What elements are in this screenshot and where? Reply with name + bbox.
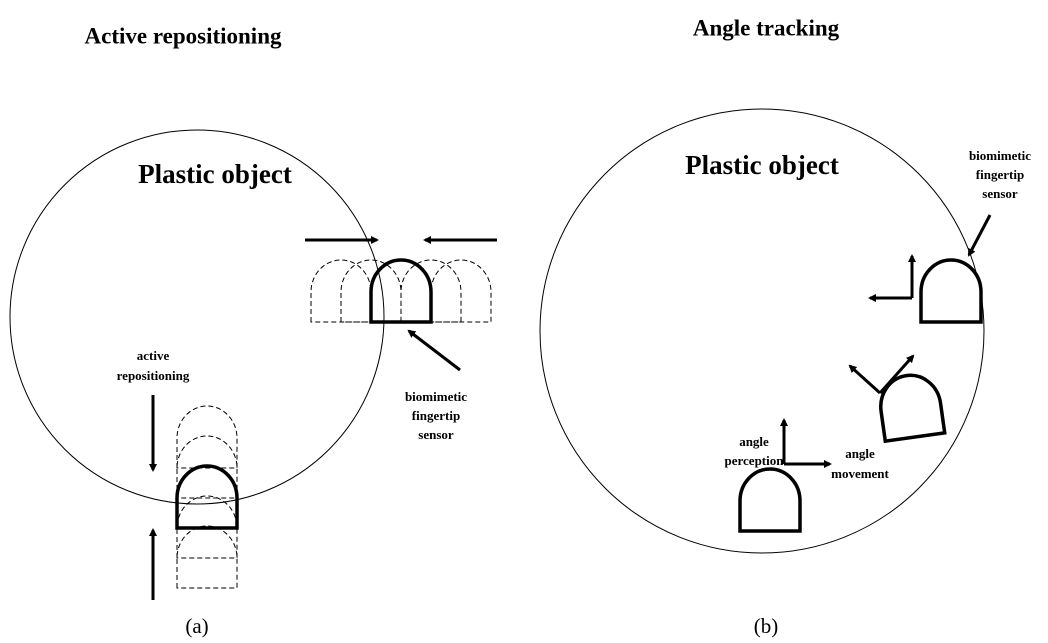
object-label: Plastic object <box>685 150 839 180</box>
annotation: sensor <box>418 427 454 442</box>
fingertip <box>175 464 239 530</box>
annotation: fingertip <box>412 408 460 423</box>
annotation: active <box>137 348 170 363</box>
panel-title: Angle tracking <box>693 15 840 40</box>
annotation: perception <box>725 453 785 468</box>
caption: (b) <box>754 614 779 638</box>
fingertip <box>919 258 983 324</box>
object-label: Plastic object <box>138 159 292 189</box>
annotation: angle <box>845 446 875 461</box>
annotation: fingertip <box>976 167 1024 182</box>
fingertip <box>874 369 947 443</box>
annotation: sensor <box>982 186 1018 201</box>
caption: (a) <box>185 614 208 638</box>
object-circle <box>9 129 385 505</box>
ghost-fingers <box>176 259 492 589</box>
arrows <box>149 236 497 600</box>
fingertip <box>738 467 802 533</box>
annotation: biomimetic <box>405 389 467 404</box>
annotation: biomimetic <box>969 148 1031 163</box>
object-circle <box>539 108 985 554</box>
arrows <box>780 214 992 468</box>
annotation: repositioning <box>117 368 190 383</box>
annotation: movement <box>831 466 889 481</box>
panel-title: Active repositioning <box>85 23 282 48</box>
annotation: angle <box>739 434 769 449</box>
